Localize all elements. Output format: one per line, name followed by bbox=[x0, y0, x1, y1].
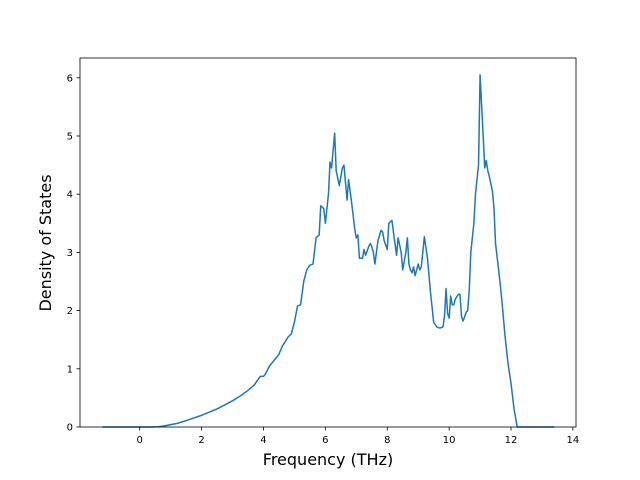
y-tick-label: 2 bbox=[67, 306, 73, 317]
y-tick-label: 1 bbox=[67, 364, 73, 375]
x-axis-label: Frequency (THz) bbox=[263, 450, 393, 469]
y-tick-label: 4 bbox=[67, 190, 73, 201]
x-tick-label: 10 bbox=[443, 435, 456, 446]
x-tick-label: 8 bbox=[384, 435, 390, 446]
axes-frame bbox=[79, 57, 577, 428]
x-tick-label: 4 bbox=[260, 435, 266, 446]
x-tick-label: 0 bbox=[137, 435, 143, 446]
y-axis-label: Density of States bbox=[36, 174, 55, 311]
x-tick-label: 12 bbox=[505, 435, 518, 446]
y-tick-label: 6 bbox=[67, 73, 73, 84]
y-tick-label: 3 bbox=[67, 248, 73, 259]
y-tick-label: 5 bbox=[67, 131, 73, 142]
x-tick-label: 14 bbox=[567, 435, 580, 446]
x-tick-label: 6 bbox=[322, 435, 328, 446]
data-line bbox=[102, 74, 555, 428]
x-tick-label: 2 bbox=[198, 435, 204, 446]
y-tick-label: 0 bbox=[67, 423, 73, 434]
